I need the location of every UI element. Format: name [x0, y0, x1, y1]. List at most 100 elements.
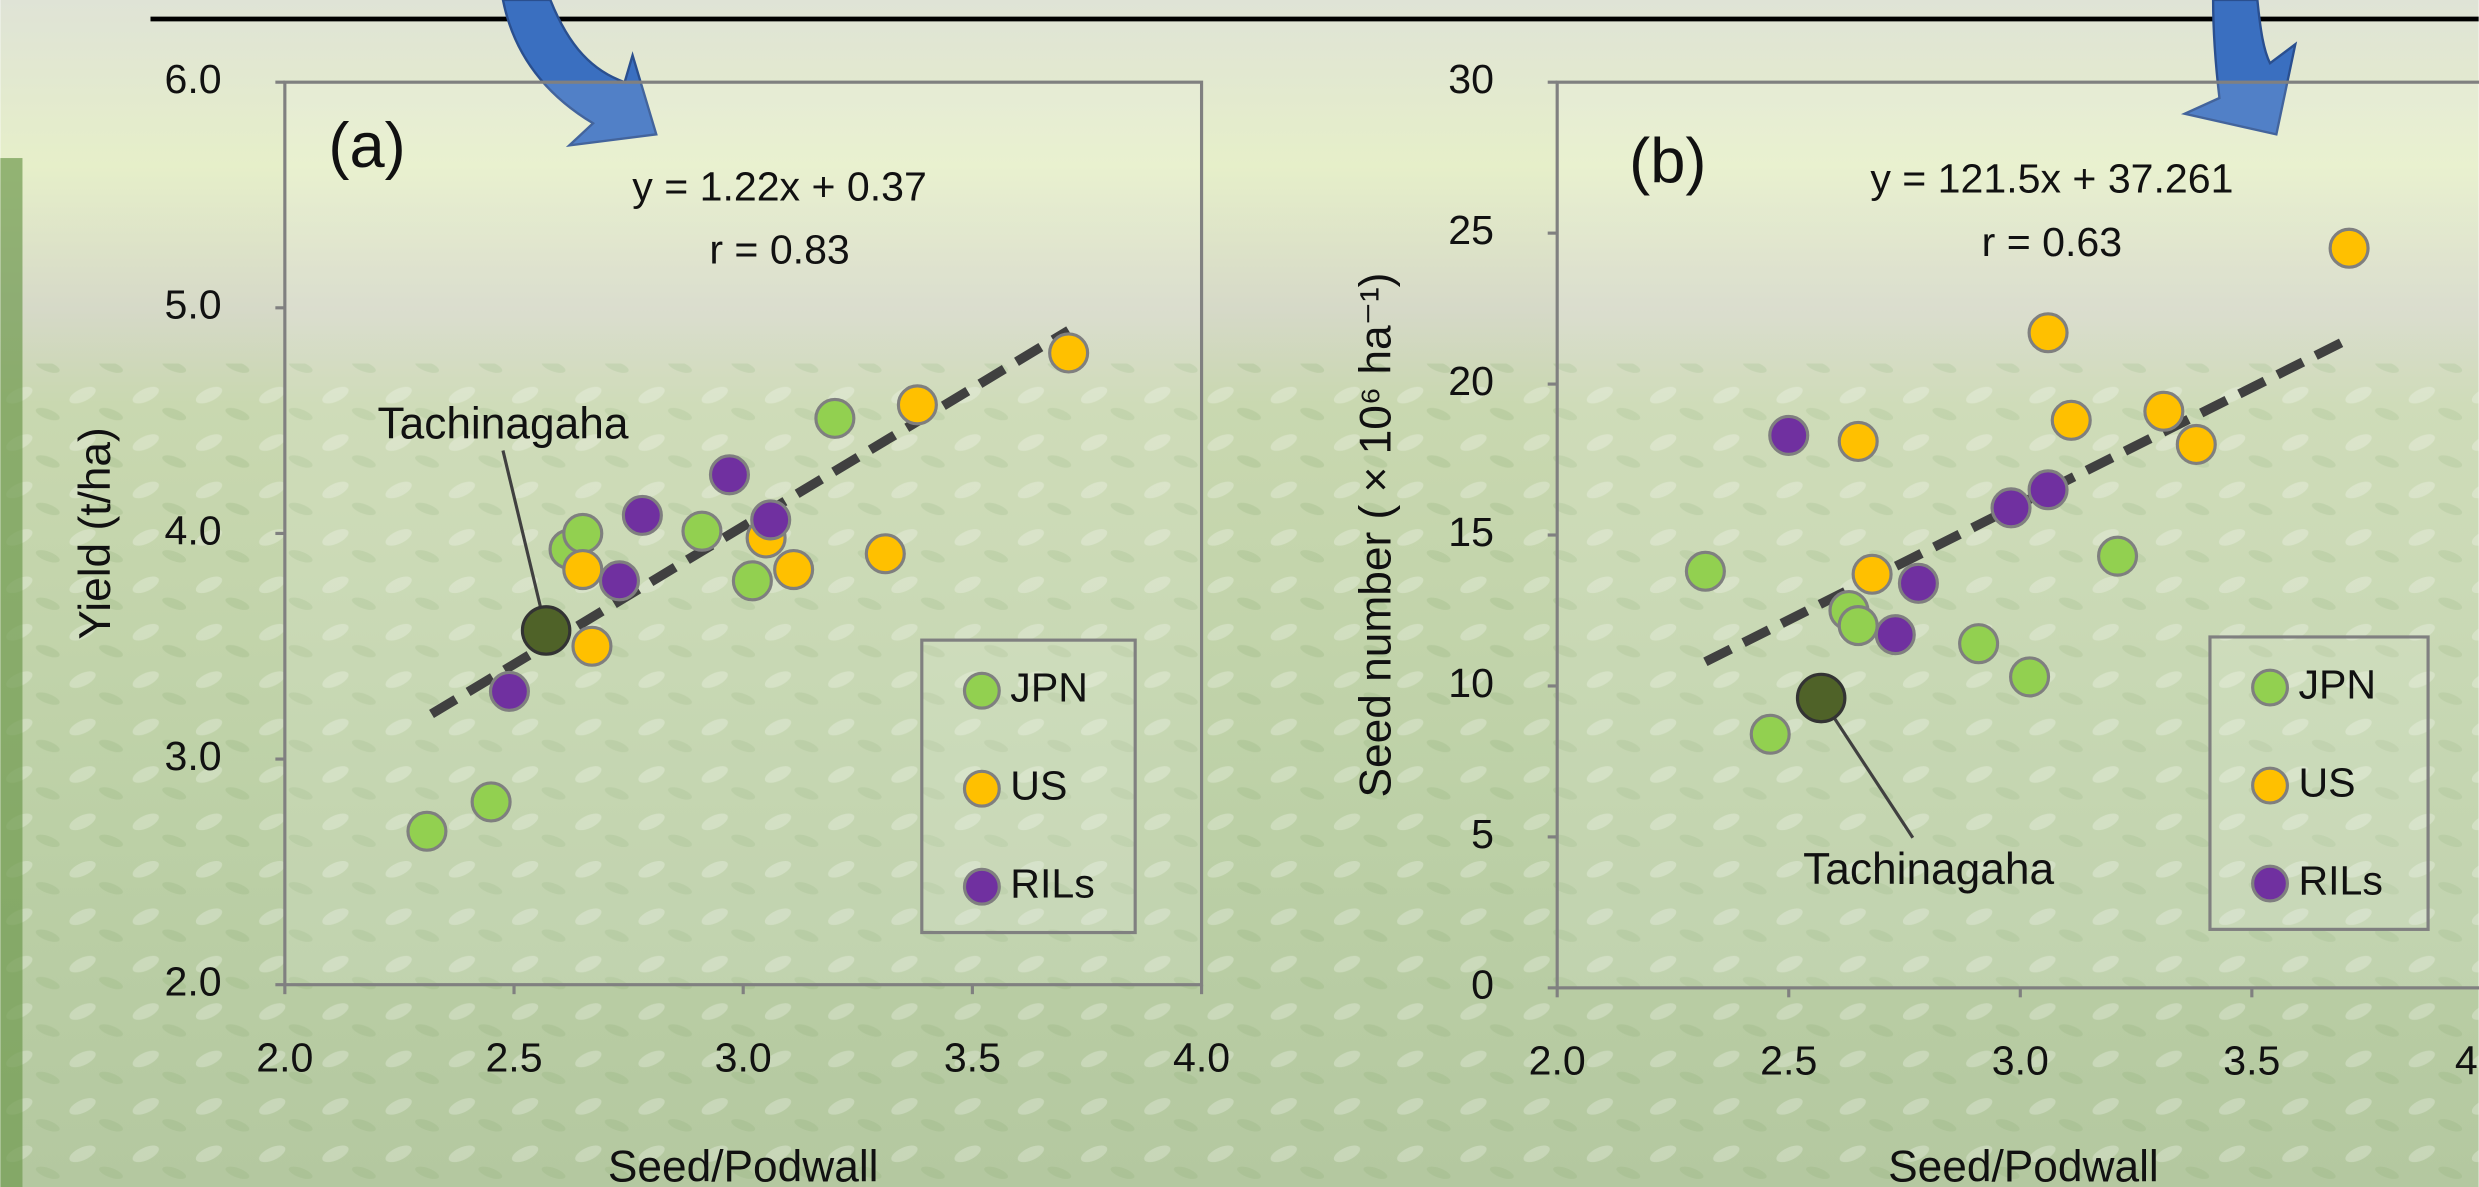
point [1837, 605, 1879, 647]
x-tick-label: 4.0 [1173, 1034, 1230, 1080]
point [773, 548, 815, 591]
point [406, 810, 448, 852]
legend-marker [962, 867, 1001, 906]
point [1749, 713, 1791, 755]
y-axis-title: Seed number ( × 10⁶ ha⁻¹) [1351, 273, 1400, 798]
point [2050, 399, 2092, 441]
legend-label: RILs [1010, 861, 1094, 907]
background-texture [0, 363, 2479, 1187]
plot-area [1555, 80, 2479, 990]
legend-marker [2251, 864, 2289, 903]
arrow [2180, 0, 2298, 136]
chart: 0 5 10 15 20 25 30 2.0 2.5 3.0 3.5 4.0 Seed/Podwall S… [1351, 56, 2479, 1187]
x-axis-title: Seed/Podwall [1888, 1142, 2159, 1187]
legend: JPN US RILs [2208, 635, 2430, 931]
x-axis-title: Seed/Podwall [608, 1142, 879, 1187]
legend-label: US [2298, 759, 2355, 805]
point [1684, 550, 1726, 592]
y-tick-label: 3.0 [165, 733, 222, 779]
legend-label: US [1010, 763, 1067, 809]
highlight-point [1795, 672, 1847, 724]
annotation: Tachinagaha [1803, 845, 2054, 894]
point [1958, 623, 2000, 665]
arrow [501, 0, 658, 148]
legend: JPN US RILs [920, 638, 1137, 935]
legend-label: JPN [1010, 665, 1088, 711]
point [681, 510, 723, 552]
left-edge-strip [0, 158, 23, 1187]
point [470, 781, 512, 823]
x-tick-label: 2.0 [1529, 1038, 1586, 1084]
y-tick-label: 2.0 [165, 959, 222, 1005]
point [598, 560, 640, 602]
y-tick-label: 4.0 [165, 507, 222, 553]
legend-marker [962, 769, 1001, 808]
legend-box [2208, 635, 2430, 931]
point [750, 499, 792, 541]
trendline [429, 326, 1072, 719]
point [1837, 420, 1879, 462]
equation: y = 1.22x + 0.37 [632, 164, 927, 210]
legend-label: RILs [2298, 857, 2382, 903]
point [571, 625, 613, 667]
x-tick-label: 3.0 [1992, 1038, 2049, 1084]
y-tick-label: 5 [1471, 811, 1494, 857]
x-tick-label: 3.5 [2223, 1038, 2280, 1084]
panel-label: (a) [328, 111, 405, 181]
legend-marker [2251, 668, 2289, 707]
x-tick-label: 2.0 [256, 1034, 313, 1080]
point [1874, 614, 1916, 656]
point [1897, 562, 1939, 604]
highlight-point [520, 605, 572, 656]
equation: y = 121.5x + 37.261 [1870, 156, 2233, 202]
y-axis-title: Yield (t/ha) [71, 427, 120, 639]
legend-marker [2251, 766, 2289, 805]
point [2027, 312, 2069, 354]
point [1851, 553, 1893, 595]
y-tick-label: 20 [1448, 358, 1494, 404]
equation: r = 0.63 [1982, 219, 2122, 265]
legend-box [920, 638, 1137, 935]
point [708, 454, 751, 496]
point [621, 494, 663, 536]
y-tick-label: 5.0 [165, 282, 222, 328]
point [2143, 390, 2185, 432]
point [488, 670, 530, 712]
annotation-leader [1819, 697, 1915, 839]
point [864, 533, 906, 575]
point [562, 548, 604, 591]
y-tick-label: 15 [1448, 509, 1494, 555]
y-tick-label: 6.0 [165, 56, 222, 102]
point [1990, 487, 2032, 529]
x-tick-label: 3.5 [944, 1034, 1001, 1080]
point [2027, 469, 2069, 511]
point [896, 384, 938, 426]
y-tick-label: 0 [1471, 962, 1494, 1008]
x-tick-label: 3.0 [715, 1034, 772, 1080]
point [2328, 227, 2370, 269]
annotation: Tachinagaha [377, 399, 628, 448]
point [2097, 535, 2139, 577]
point [1048, 332, 1090, 374]
annotation-leader [501, 450, 548, 631]
y-tick-label: 10 [1448, 660, 1494, 706]
charts: 2.0 3.0 4.0 5.0 6.0 2.0 2.5 3.0 3.5 4.0 Seed/Podwa… [71, 56, 2479, 1187]
point [814, 397, 856, 439]
x-tick-label: 4.0 [2455, 1038, 2479, 1084]
y-tick-label: 30 [1448, 56, 1494, 102]
panel-label: (b) [1629, 127, 1706, 197]
x-tick-label: 2.5 [485, 1034, 542, 1080]
equation: r = 0.83 [709, 227, 849, 273]
legend-label: JPN [2298, 661, 2376, 707]
chart: 2.0 3.0 4.0 5.0 6.0 2.0 2.5 3.0 3.5 4.0 Seed/Podwa… [71, 56, 1230, 1187]
legend-marker [962, 671, 1001, 710]
point [1768, 414, 1810, 456]
point [2009, 656, 2051, 698]
point [731, 560, 773, 602]
y-tick-label: 25 [1448, 207, 1494, 253]
point [562, 512, 604, 554]
point [2175, 423, 2217, 466]
x-tick-label: 2.5 [1760, 1038, 1817, 1084]
